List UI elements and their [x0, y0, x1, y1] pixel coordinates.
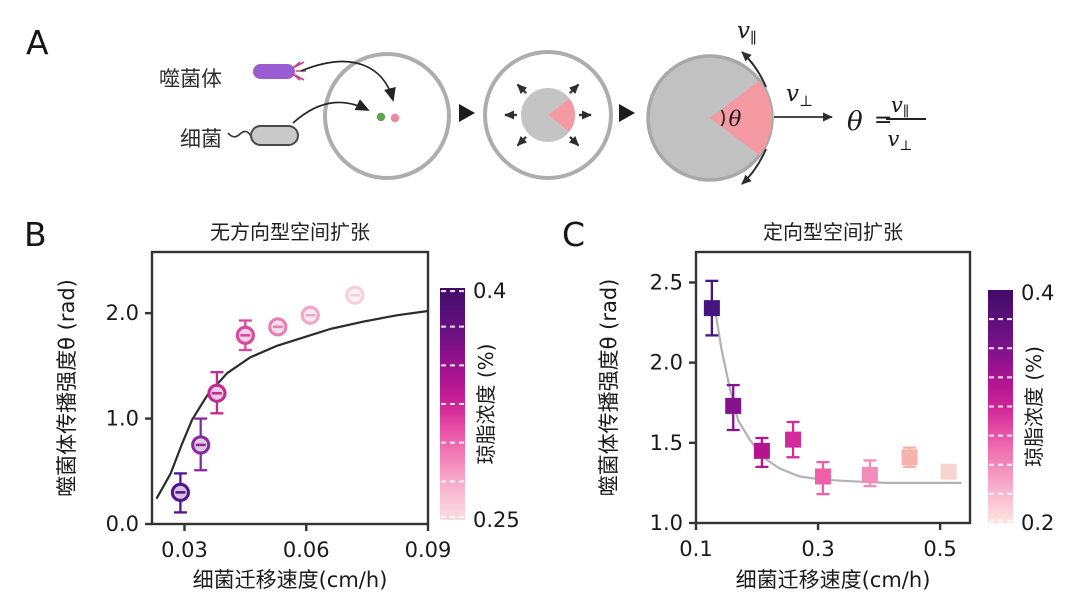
v-perp-label: v⊥	[786, 81, 813, 110]
phage-to-dish-arrow	[300, 60, 396, 102]
x-tick-label: 0.03	[161, 538, 208, 562]
y-tick-label: 2.5	[650, 270, 683, 294]
plot-box	[150, 250, 430, 526]
y-axis-label: 噬菌体传播强度θ (rad)	[55, 279, 79, 497]
panel-b-letter: B	[24, 215, 47, 254]
colorbar-max-label: 0.4	[473, 279, 506, 303]
phage-inoculum-dot	[390, 113, 400, 123]
chart-b: 无方向型空间扩张 0.03 0.06 0.09 0.0 1.0 2.0 细菌迁移速度(cm/h…	[55, 220, 520, 592]
x-axis-label: 细菌迁移速度(cm/h)	[193, 568, 388, 592]
phage-label: 噬菌体	[159, 67, 222, 91]
panel-a-letter: A	[26, 23, 49, 62]
data-point	[703, 300, 720, 317]
bacteria-flagellum	[227, 130, 252, 138]
panel-c-letter: C	[562, 215, 586, 254]
theta-angle-arc	[720, 109, 725, 127]
y-tick-label: 1.0	[650, 511, 683, 535]
lysis-wedge-small	[548, 98, 576, 132]
formula-numerator: v∥	[891, 93, 909, 120]
bacteria-icon	[227, 125, 299, 146]
x-tick-label: 0.5	[923, 537, 956, 561]
step-arrow-1	[459, 104, 475, 122]
x-tick-label: 0.09	[405, 538, 452, 562]
step-arrow-2	[619, 104, 635, 122]
chart-c: 定向型空间扩张 0.1 0.3 0.5 1.0 1.5 2.0 2.5 细菌迁移速度(cm/h)…	[597, 220, 1054, 592]
colorbar-min-label: 0.2	[1021, 511, 1054, 535]
chart-title: 无方向型空间扩张	[210, 220, 370, 244]
petri-dish-1	[323, 52, 451, 180]
colorbar-min-label: 0.25	[473, 508, 520, 532]
y-axis-label: 噬菌体传播强度θ (rad)	[597, 279, 621, 497]
colorbar-max-label: 0.4	[1021, 281, 1054, 305]
chart-title: 定向型空间扩张	[763, 220, 903, 244]
x-tick-label: 0.3	[801, 537, 834, 561]
data-point	[785, 431, 802, 448]
bacteria-body	[250, 125, 299, 146]
panel-a-diagram: 噬菌体 细菌	[159, 18, 926, 185]
y-tick-label: 1.5	[650, 431, 683, 455]
data-point	[861, 466, 878, 483]
x-tick-label: 0.06	[283, 538, 330, 562]
colorbar-label: 琼脂浓度 (%)	[474, 344, 498, 465]
fit-curve	[155, 309, 429, 500]
plot-box	[694, 250, 972, 525]
y-tick-label: 1.0	[106, 407, 139, 431]
x-axis-label: 细菌迁移速度(cm/h)	[736, 568, 931, 592]
formula-theta: θ	[847, 107, 863, 137]
fit-curve	[713, 304, 962, 484]
colorbar-label: 琼脂浓度 (%)	[1022, 346, 1046, 467]
phage-body	[253, 64, 295, 79]
theta-formula: θ = v∥ v⊥	[847, 93, 926, 154]
y-tick-label: 2.0	[106, 301, 139, 325]
theta-symbol: θ	[729, 107, 742, 131]
expansion-arrows	[504, 83, 592, 147]
v-parallel-arrow-top	[741, 51, 767, 88]
data-point	[753, 442, 770, 459]
v-parallel-label: v∥	[737, 18, 757, 47]
data-point	[901, 449, 918, 466]
bacteria-inoculum-dot	[376, 112, 386, 122]
data-point	[814, 468, 831, 485]
bacteria-label: 细菌	[180, 127, 222, 151]
bacteria-to-dish-arrow	[292, 99, 370, 124]
data-point	[940, 463, 957, 480]
lysis-sector	[710, 80, 772, 156]
data-point	[725, 397, 742, 414]
y-tick-label: 2.0	[650, 351, 683, 375]
formula-equals: =	[874, 108, 892, 133]
x-tick-label: 0.1	[679, 537, 712, 561]
v-parallel-arrow-bottom	[741, 148, 767, 185]
y-tick-label: 0.0	[106, 512, 139, 536]
phage-icon	[253, 61, 306, 81]
formula-denominator: v⊥	[887, 127, 912, 154]
